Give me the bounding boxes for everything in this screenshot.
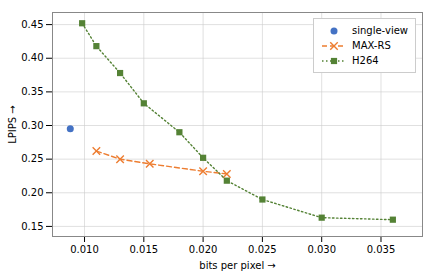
svg-text:bits per pixel →: bits per pixel → — [199, 260, 275, 271]
svg-text:0.025: 0.025 — [248, 244, 277, 255]
svg-text:0.010: 0.010 — [70, 244, 99, 255]
html-text:MAX-RS: MAX-RS — [352, 40, 391, 51]
svg-text:0.25: 0.25 — [21, 153, 43, 164]
svg-text:0.035: 0.035 — [367, 244, 396, 255]
svg-text:0.030: 0.030 — [307, 244, 336, 255]
svg-text:0.015: 0.015 — [129, 244, 158, 255]
svg-text:0.35: 0.35 — [21, 86, 43, 97]
svg-text:0.020: 0.020 — [189, 244, 218, 255]
svg-text:0.20: 0.20 — [21, 187, 43, 198]
svg-text:0.40: 0.40 — [21, 52, 43, 63]
svg-text:0.15: 0.15 — [21, 221, 43, 232]
svg-text:0.45: 0.45 — [21, 19, 43, 30]
svg-text:0.30: 0.30 — [21, 120, 43, 131]
svg-text:LPIPS →: LPIPS → — [7, 105, 18, 144]
html-text:H264: H264 — [352, 55, 379, 66]
html-text:single-view: single-view — [352, 25, 408, 36]
